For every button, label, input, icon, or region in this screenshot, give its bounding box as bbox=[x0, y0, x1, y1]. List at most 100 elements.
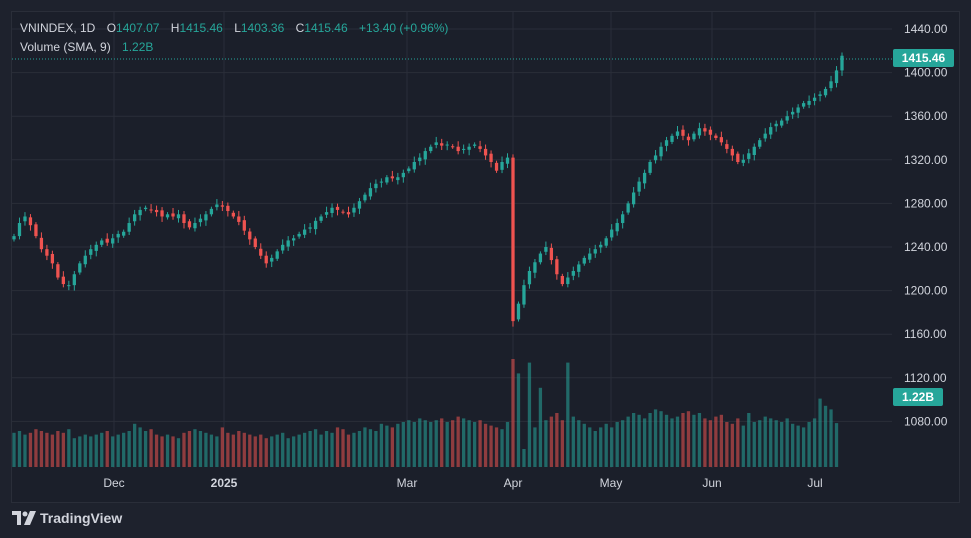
candle-body bbox=[418, 157, 422, 162]
candle-body bbox=[478, 146, 482, 149]
candle-body bbox=[763, 133, 767, 139]
candle-body bbox=[730, 148, 734, 156]
volume-bar bbox=[319, 434, 323, 467]
volume-bar bbox=[456, 416, 460, 467]
candle-body bbox=[686, 136, 691, 141]
y-tick-label: 1240.00 bbox=[904, 240, 948, 254]
volume-bar bbox=[418, 418, 422, 467]
volume-bar bbox=[791, 423, 795, 467]
candle-body bbox=[368, 188, 373, 197]
candle-body bbox=[187, 221, 192, 228]
candle-body bbox=[72, 274, 76, 286]
candle-body bbox=[264, 255, 268, 264]
candle-body bbox=[154, 209, 159, 213]
candle-body bbox=[385, 177, 389, 183]
volume-bar bbox=[664, 414, 669, 467]
volume-bar bbox=[823, 405, 828, 467]
candle-body bbox=[352, 207, 356, 213]
candle-body bbox=[626, 203, 630, 213]
volume-bar bbox=[423, 420, 427, 467]
volume-bar bbox=[357, 431, 362, 467]
candle-body bbox=[752, 146, 756, 156]
candle-body bbox=[45, 249, 49, 256]
candle-body bbox=[198, 218, 203, 223]
candle-body bbox=[571, 270, 575, 276]
candle-body bbox=[143, 207, 148, 210]
y-tick-label: 1200.00 bbox=[904, 284, 948, 298]
tradingview-brand[interactable]: TradingView bbox=[12, 510, 122, 526]
volume-bar bbox=[626, 416, 630, 467]
price-axis: 1440.00 1400.00 1360.00 1320.00 1280.00 1240.… bbox=[904, 22, 948, 428]
volume-label[interactable]: Volume (SMA, 9) bbox=[20, 40, 111, 54]
volume-bar bbox=[242, 432, 246, 467]
candle-body bbox=[560, 275, 564, 285]
volume-bar bbox=[105, 431, 109, 467]
volume-bar bbox=[346, 434, 351, 467]
volume-legend: Volume (SMA, 9) 1.22B bbox=[20, 40, 153, 54]
candle-body bbox=[67, 285, 71, 287]
volume-bar bbox=[198, 431, 203, 467]
volume-bar bbox=[143, 431, 148, 467]
candle-body bbox=[94, 244, 98, 251]
candle-body bbox=[582, 257, 586, 264]
volume-bar bbox=[286, 438, 290, 467]
candle-body bbox=[461, 148, 466, 150]
volume-bar bbox=[505, 422, 510, 467]
x-tick-label: Apr bbox=[504, 476, 523, 490]
volume-bar bbox=[341, 429, 345, 467]
candle-body bbox=[396, 177, 400, 181]
candle-body bbox=[429, 146, 433, 152]
candle-body bbox=[56, 264, 60, 278]
volume-bar bbox=[176, 438, 181, 467]
candle-body bbox=[456, 146, 460, 152]
volume-bar bbox=[527, 362, 532, 467]
volume-bar bbox=[445, 422, 449, 467]
candle-body bbox=[275, 251, 279, 259]
candle-body bbox=[741, 159, 745, 163]
candle-body bbox=[807, 100, 811, 105]
candle-body bbox=[697, 128, 702, 136]
volume-bar bbox=[538, 387, 543, 467]
y-tick-label: 1360.00 bbox=[904, 109, 948, 123]
volume-bar bbox=[39, 431, 44, 467]
volume-bar bbox=[100, 432, 104, 467]
candle-body bbox=[286, 240, 290, 247]
volume-bar bbox=[780, 422, 784, 467]
candlesticks bbox=[12, 52, 844, 327]
y-tick-label: 1440.00 bbox=[904, 22, 948, 36]
volume-bar bbox=[116, 434, 120, 467]
volume-bar bbox=[571, 416, 575, 467]
volume-bar bbox=[610, 427, 614, 467]
candle-body bbox=[615, 223, 619, 232]
candle-body bbox=[231, 212, 235, 217]
volume-bar bbox=[478, 420, 482, 467]
volume-bar bbox=[17, 431, 22, 467]
candle-body bbox=[494, 162, 499, 171]
volume-bar bbox=[544, 420, 548, 467]
candle-body bbox=[533, 262, 537, 273]
candle-body bbox=[483, 148, 488, 156]
volume-tag-bg bbox=[893, 388, 943, 406]
y-tick-label: 1080.00 bbox=[904, 414, 948, 428]
candle-body bbox=[489, 153, 493, 162]
y-tick-label: 1120.00 bbox=[904, 371, 947, 385]
candle-body bbox=[357, 201, 362, 209]
volume-bar bbox=[292, 436, 296, 467]
candle-body bbox=[61, 276, 65, 285]
volume-bar bbox=[94, 434, 98, 467]
volume-bar bbox=[61, 432, 65, 467]
candle-body bbox=[253, 238, 257, 247]
candle-body bbox=[160, 210, 164, 217]
volume-bar bbox=[440, 418, 444, 467]
volume-bar bbox=[489, 425, 493, 467]
candle-body bbox=[111, 238, 115, 244]
symbol-label[interactable]: VNINDEX, 1D bbox=[20, 21, 96, 35]
volume-bar bbox=[758, 420, 762, 467]
volume-bar bbox=[330, 432, 334, 467]
candle-body bbox=[78, 263, 82, 273]
close-value: 1415.46 bbox=[304, 21, 348, 35]
candle-body bbox=[171, 213, 175, 217]
candle-body bbox=[829, 81, 833, 89]
volume-bar bbox=[588, 427, 592, 467]
